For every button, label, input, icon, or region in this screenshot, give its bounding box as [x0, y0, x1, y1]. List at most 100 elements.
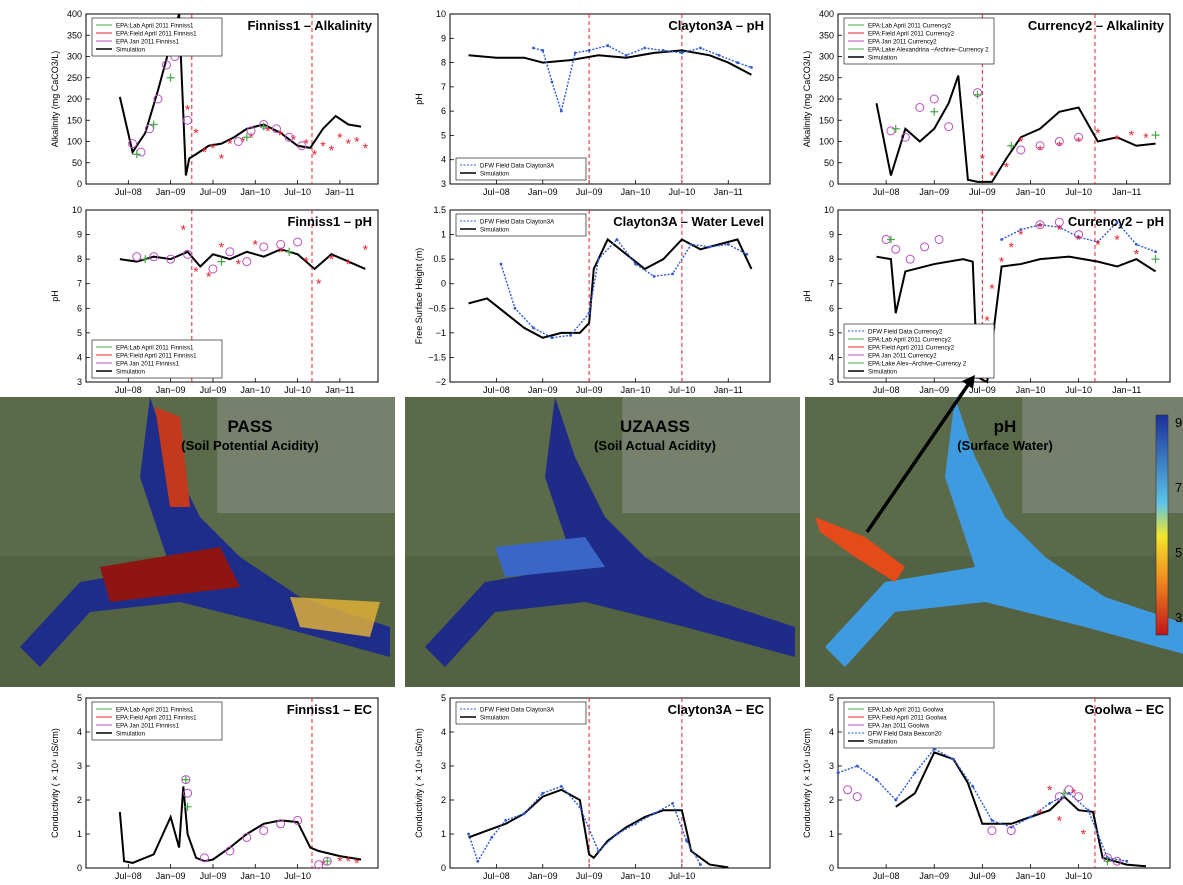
legend-entry: Simulation	[480, 227, 509, 234]
field-point: *	[303, 136, 309, 152]
field-point: *	[363, 140, 369, 156]
dfw-point	[541, 49, 545, 52]
field-point: *	[181, 222, 187, 238]
y-tick-label: 1	[441, 230, 446, 240]
legend-entry: Simulation	[868, 739, 897, 746]
field-point: *	[989, 168, 995, 184]
jan-point	[929, 94, 939, 104]
dfw-point	[1048, 802, 1052, 805]
legend-entry: EPA Jan 2011 Goolwa	[868, 723, 930, 730]
jan-point	[852, 792, 862, 802]
x-tick-label: Jul−08	[483, 187, 510, 197]
y-axis-label: pH	[414, 93, 424, 105]
field-point: *	[337, 129, 343, 145]
field-point: *	[1057, 812, 1063, 828]
field-point: *	[363, 241, 369, 257]
series-dfw	[499, 238, 749, 340]
chart-title: Currency2 – Alkalinity	[1028, 18, 1165, 33]
series-lab	[891, 90, 1160, 150]
field-point: *	[1095, 236, 1101, 252]
field-point: *	[278, 127, 284, 143]
field-point: *	[278, 244, 284, 260]
series-dfw	[1000, 220, 1157, 254]
jan-point	[132, 252, 142, 262]
dfw-point	[680, 51, 684, 55]
dfw-field-line	[837, 748, 1127, 862]
field-point: *	[291, 131, 297, 147]
dfw-point	[671, 272, 675, 276]
dfw-point	[578, 805, 582, 809]
series-jan	[132, 237, 303, 274]
dfw-point	[717, 53, 721, 57]
x-tick-label: Jul−09	[576, 871, 603, 880]
jan-point	[314, 860, 324, 870]
dfw-point	[894, 798, 898, 802]
y-tick-label: 10	[436, 9, 446, 19]
lab-point	[323, 857, 332, 866]
y-tick-label: 5	[441, 130, 446, 140]
dfw-point	[550, 80, 554, 84]
y-tick-label: 7	[441, 82, 446, 92]
series-sim	[119, 248, 366, 271]
acidity-hotspot	[495, 537, 605, 577]
lab-point	[891, 124, 900, 133]
dfw-point	[708, 245, 712, 249]
dfw-point	[490, 836, 494, 839]
legend-entry: EPA:Lab April 2011 Finniss1	[116, 23, 194, 30]
y-tick-label: 0.5	[433, 254, 446, 264]
y-tick-label: 250	[819, 73, 834, 83]
jan-point	[987, 826, 997, 836]
jan-point	[149, 252, 159, 262]
y-tick-label: 100	[67, 137, 82, 147]
pointer-arrow-head	[962, 375, 975, 389]
y-tick-label: 1	[829, 829, 834, 839]
x-tick-label: Jul−08	[115, 187, 142, 197]
chart-title: Clayton3A – pH	[668, 18, 764, 33]
lab-point	[1060, 789, 1069, 798]
dfw-point	[606, 44, 610, 47]
dfw-point	[699, 863, 702, 866]
x-tick-label: Jul−08	[483, 385, 510, 395]
series-sim	[895, 751, 1147, 868]
x-tick-label: Jul−10	[1065, 187, 1092, 197]
field-point: *	[1018, 134, 1024, 150]
x-tick-label: Jan−09	[919, 871, 949, 880]
x-tick-label: Jul−10	[1065, 385, 1092, 395]
map-subtitle: (Surface Water)	[957, 438, 1053, 453]
jan-point	[1054, 792, 1064, 802]
y-tick-label: 300	[819, 52, 834, 62]
jan-point	[934, 234, 944, 244]
chart-currency2-ph: 3 4 5 6 7 8 9 10 Jul−08 Jan−09 Jul−09 Jan−10 Jul−10 J…	[802, 205, 1171, 395]
x-tick-label: Jan−10	[1016, 187, 1046, 197]
x-tick-label: Jan−09	[528, 385, 558, 395]
y-tick-label: 8	[441, 58, 446, 68]
y-tick-label: 250	[67, 73, 82, 83]
simulation-line	[468, 49, 752, 76]
field-point: *	[346, 136, 352, 152]
x-tick-label: Jul−10	[284, 187, 311, 197]
x-tick-label: Jan−10	[621, 187, 651, 197]
dfw-point	[1086, 808, 1090, 812]
lab-point	[1151, 131, 1160, 140]
acidity-hotspot	[290, 597, 380, 637]
chart-title: Clayton3A – Water Level	[613, 214, 764, 229]
lab-point	[242, 133, 251, 142]
jan-point	[153, 94, 163, 104]
jan-point	[183, 249, 193, 259]
dfw-point	[1077, 235, 1080, 239]
y-tick-label: 3	[829, 761, 834, 771]
y-tick-label: 6	[441, 106, 446, 116]
dfw-point	[634, 822, 637, 826]
lab-point	[1007, 141, 1016, 150]
y-tick-label: 3	[829, 377, 834, 387]
x-tick-label: Jul−08	[873, 187, 900, 197]
y-tick-label: 1	[441, 829, 446, 839]
field-point: *	[1134, 246, 1140, 262]
dfw-point	[1019, 228, 1023, 232]
x-tick-label: Jul−08	[115, 385, 142, 395]
low-ph-zone	[815, 517, 905, 582]
chart-finniss1-alk: 0 50 100 150 200 250 300 350 400 Jul−08 Jan−09 Jul−…	[50, 9, 379, 197]
